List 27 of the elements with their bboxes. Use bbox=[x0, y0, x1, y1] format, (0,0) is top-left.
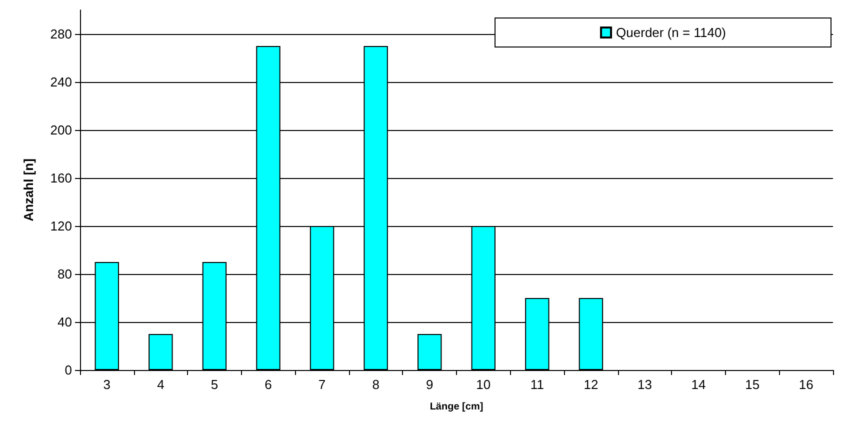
y-tick-label: 200 bbox=[50, 122, 72, 138]
x-tick-label: 7 bbox=[318, 377, 326, 392]
x-tick-label: 5 bbox=[210, 377, 218, 392]
y-tick-label: 240 bbox=[50, 74, 72, 90]
x-tick-label: 3 bbox=[103, 377, 111, 392]
x-tick-label: 8 bbox=[372, 377, 380, 392]
x-tick-label: 13 bbox=[638, 377, 652, 392]
x-tick-label: 9 bbox=[426, 377, 434, 392]
x-axis-title: Länge [cm] bbox=[430, 402, 484, 412]
y-tick-label: 120 bbox=[50, 218, 72, 234]
x-tick-label: 6 bbox=[264, 377, 272, 392]
x-tick-label: 16 bbox=[798, 377, 814, 392]
legend-label: Querder (n = 1140) bbox=[616, 25, 726, 40]
bar bbox=[148, 334, 173, 370]
x-tick-label: 4 bbox=[157, 377, 164, 392]
bar bbox=[418, 334, 442, 370]
y-tick-label: 0 bbox=[64, 362, 72, 378]
y-tick-label: 160 bbox=[50, 170, 72, 186]
y-tick-label: 40 bbox=[58, 314, 72, 330]
x-tick-label: 10 bbox=[476, 377, 491, 392]
x-tick-label: 11 bbox=[530, 377, 544, 392]
x-tick-label: 15 bbox=[745, 377, 760, 392]
y-axis-title: Anzahl [n] bbox=[21, 158, 36, 222]
x-tick-label: 14 bbox=[691, 377, 706, 392]
x-tick-label: 12 bbox=[584, 377, 598, 392]
y-tick-label: 80 bbox=[58, 266, 72, 282]
y-tick-label: 280 bbox=[50, 26, 72, 42]
